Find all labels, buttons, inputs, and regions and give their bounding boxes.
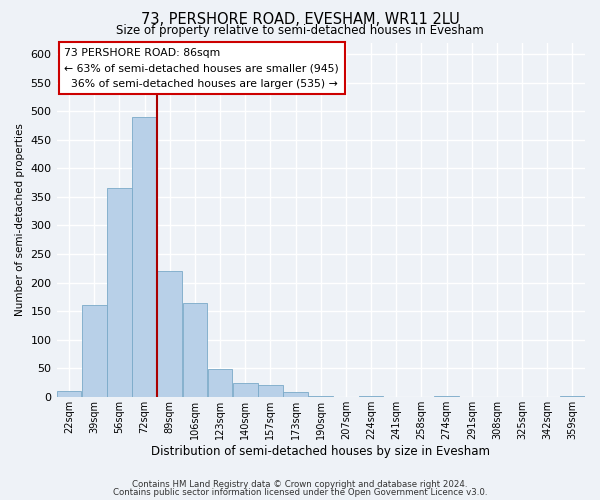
Bar xyxy=(157,271,182,397)
Bar xyxy=(560,396,585,397)
Text: Size of property relative to semi-detached houses in Evesham: Size of property relative to semi-detach… xyxy=(116,24,484,37)
Bar xyxy=(308,396,333,397)
Bar xyxy=(57,391,82,397)
Bar xyxy=(434,396,459,397)
Bar xyxy=(283,392,308,397)
Bar xyxy=(107,188,132,397)
Text: Contains HM Land Registry data © Crown copyright and database right 2024.: Contains HM Land Registry data © Crown c… xyxy=(132,480,468,489)
Text: 73, PERSHORE ROAD, EVESHAM, WR11 2LU: 73, PERSHORE ROAD, EVESHAM, WR11 2LU xyxy=(140,12,460,28)
Text: 73 PERSHORE ROAD: 86sqm
← 63% of semi-detached houses are smaller (945)
  36% of: 73 PERSHORE ROAD: 86sqm ← 63% of semi-de… xyxy=(64,48,339,89)
Bar xyxy=(208,370,232,397)
Bar xyxy=(233,382,257,397)
Bar xyxy=(132,117,157,397)
Text: Contains public sector information licensed under the Open Government Licence v3: Contains public sector information licen… xyxy=(113,488,487,497)
Bar xyxy=(182,302,207,397)
Bar xyxy=(82,306,107,397)
Bar xyxy=(258,386,283,397)
Y-axis label: Number of semi-detached properties: Number of semi-detached properties xyxy=(15,123,25,316)
Bar xyxy=(359,396,383,397)
X-axis label: Distribution of semi-detached houses by size in Evesham: Distribution of semi-detached houses by … xyxy=(151,444,490,458)
